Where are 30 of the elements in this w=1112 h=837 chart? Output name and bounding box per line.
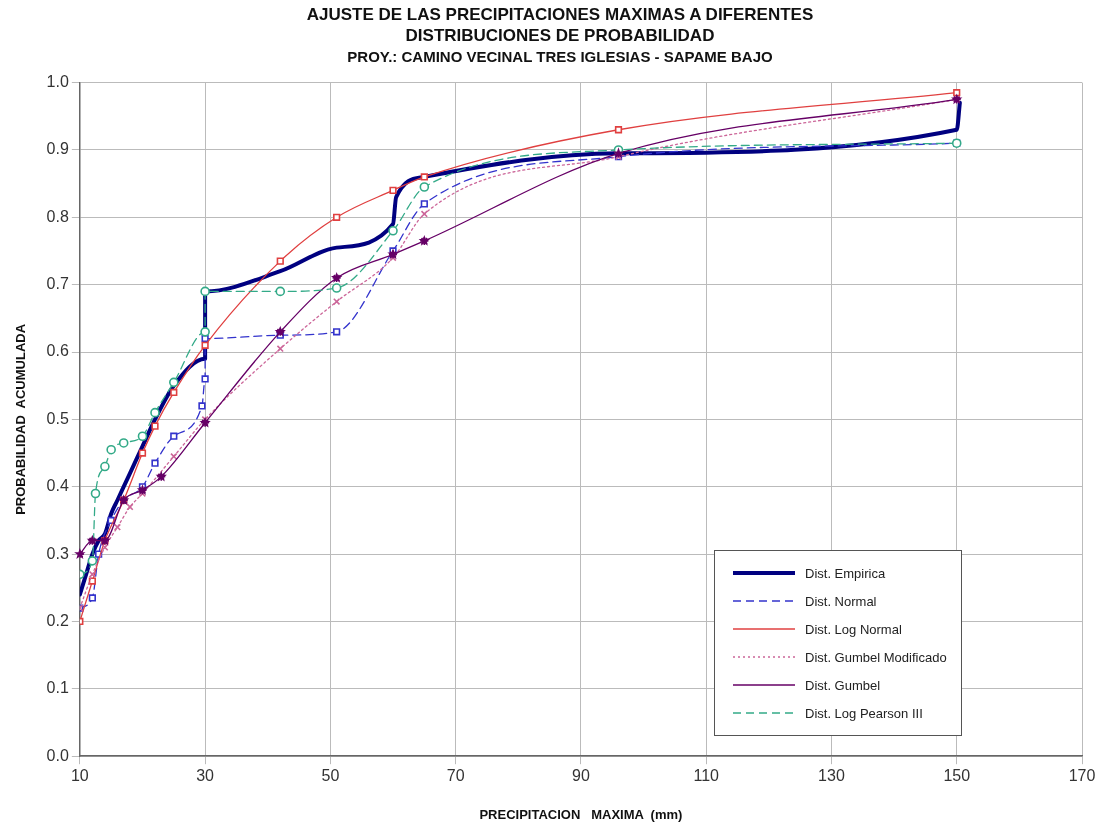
y-tick-label: 0.2 [46, 611, 69, 629]
chart-title: AJUSTE DE LAS PRECIPITACIONES MAXIMAS A DIFERENTES DISTRIBUCIONES DE PROBABILIDAD [305, 4, 815, 46]
y-tick-label: 0.1 [46, 679, 69, 697]
y-tick-label: 0.8 [46, 207, 69, 225]
x-tick-label: 70 [446, 767, 465, 785]
y-tick-label: 0.6 [46, 342, 69, 360]
y-tick-label: 0.7 [46, 275, 69, 293]
x-tick-label: 150 [943, 767, 971, 785]
x-tick-label: 50 [321, 767, 340, 785]
y-tick-label: 1.0 [46, 73, 69, 91]
y-axis-title: PROBABILIDAD ACUMULADA [13, 323, 29, 515]
x-tick-label: 10 [70, 767, 89, 785]
y-tick-label: 0.5 [46, 409, 69, 427]
y-tick-label: 0.4 [46, 477, 69, 495]
legend-label: Dist. Gumbel Modificado [805, 649, 947, 665]
x-tick-label: 90 [572, 767, 590, 785]
chart-subtitle: PROY.: CAMINO VECINAL TRES IGLESIAS - SAPAME BAJO [346, 48, 774, 65]
x-tick-label: 170 [1068, 767, 1096, 785]
legend-label: Dist. Normal [805, 593, 877, 609]
x-axis-title: PRECIPITACION MAXIMA (mm) [479, 806, 683, 822]
y-tick-label: 0.3 [46, 544, 69, 562]
legend-label: Dist. Empirica [805, 565, 886, 581]
y-tick-label: 0.0 [46, 746, 69, 764]
x-tick-label: 130 [818, 767, 845, 785]
legend-label: Dist. Log Pearson III [805, 705, 923, 721]
x-tick-label: 110 [693, 767, 720, 785]
y-tick-label: 0.9 [46, 140, 69, 158]
x-tick-label: 30 [196, 767, 215, 785]
legend-label: Dist. Gumbel [805, 677, 881, 693]
legend-label: Dist. Log Normal [805, 621, 902, 637]
